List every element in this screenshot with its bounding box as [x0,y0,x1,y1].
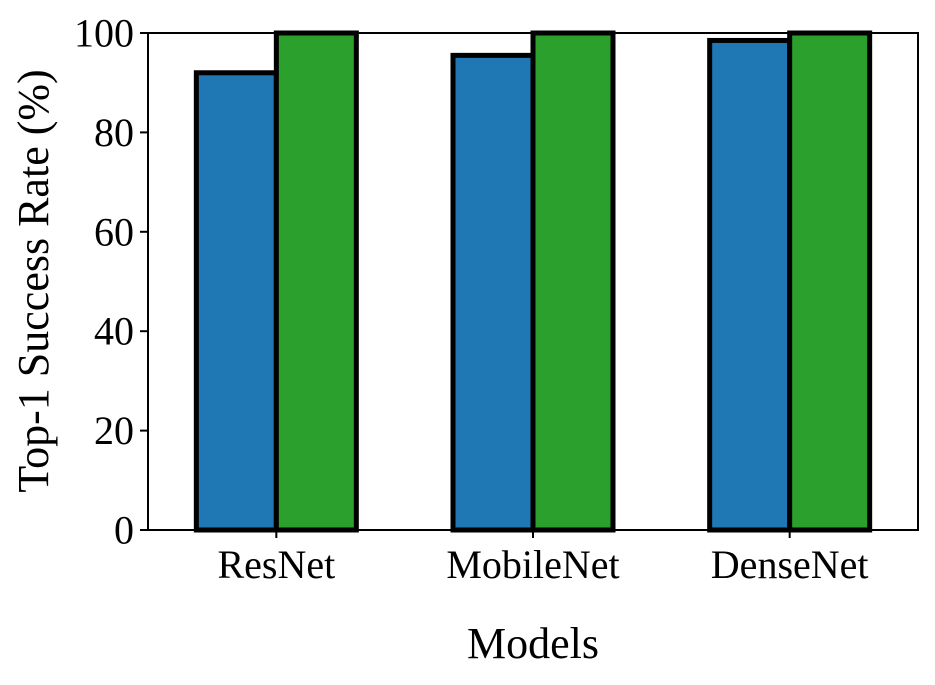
bar-mobilenet-series-1 [450,52,536,533]
y-tick-label: 0 [114,508,134,553]
y-tick-label: 80 [94,110,134,155]
bar-densenet-series-2 [787,30,873,533]
x-tick-label-mobilenet: MobileNet [446,542,619,587]
bar-resnet-series-1 [193,70,279,533]
y-tick-label: 20 [94,408,134,453]
y-axis-title: Top-1 Success Rate (%) [9,69,58,492]
y-tick-label: 40 [94,309,134,354]
bar-densenet-series-1 [707,37,793,533]
x-tick-label-resnet: ResNet [217,542,335,587]
y-tick-label: 60 [94,209,134,254]
y-tick-label: 100 [74,11,134,56]
y-axis: 0 20 40 60 80 100 [74,11,148,553]
bars-layer [193,30,873,533]
bar-resnet-series-2 [273,30,359,533]
x-tick-label-densenet: DenseNet [711,542,869,587]
x-axis-title: Models [467,619,599,668]
x-axis: ResNet MobileNet DenseNet [217,530,869,587]
bar-mobilenet-series-2 [530,30,616,533]
